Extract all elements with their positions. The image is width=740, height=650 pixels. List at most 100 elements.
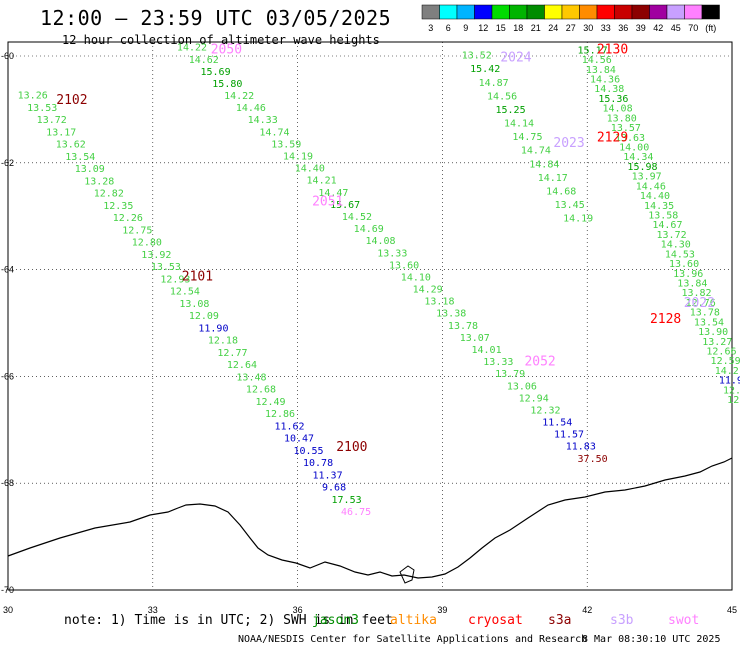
wave-height-value: 13.59 xyxy=(271,139,301,150)
colorbar-tick-label: 45 xyxy=(671,23,681,33)
wave-height-value: 12.59 xyxy=(711,356,740,367)
wave-height-value: 13.18 xyxy=(424,297,454,308)
colorbar-swatch xyxy=(509,4,528,20)
pass-number-label: 2129 xyxy=(597,130,628,145)
wave-height-value: 14.36 xyxy=(590,74,620,85)
wave-height-value: 14.22 xyxy=(224,91,254,102)
lon-tick-label: 36 xyxy=(293,605,303,615)
colorbar-tick-label: 39 xyxy=(636,23,646,33)
wave-height-value: 14.30 xyxy=(661,240,691,251)
colorbar-tick-label: 12 xyxy=(478,23,488,33)
colorbar-swatch xyxy=(631,4,650,20)
satellite-legend-item: s3b xyxy=(610,613,634,628)
wave-height-value: 12.77 xyxy=(217,348,247,359)
wave-height-value: 13.09 xyxy=(75,164,105,175)
wave-height-value: 14.01 xyxy=(472,345,502,356)
wave-height-value: 14.21 xyxy=(307,176,337,187)
wave-height-value: 14.74 xyxy=(259,127,289,138)
lon-tick-label: 30 xyxy=(3,605,13,615)
wave-height-value: 15.98 xyxy=(627,162,657,173)
wave-height-value: 13.38 xyxy=(436,309,466,320)
wave-height-value: 13.07 xyxy=(460,333,490,344)
wave-height-value: 14.75 xyxy=(512,132,542,143)
wave-height-value: 15.25 xyxy=(495,105,525,116)
wave-height-value: 12.94 xyxy=(519,393,549,404)
wave-height-value: 13.52 xyxy=(462,51,492,62)
wave-height-value: 13.53 xyxy=(27,103,57,114)
wave-height-value: 13.72 xyxy=(657,230,687,241)
wave-height-value: 12.09 xyxy=(189,311,219,322)
map-frame xyxy=(7,41,733,591)
wave-height-value: 11.94 xyxy=(719,376,740,387)
wave-height-value: 37.50 xyxy=(578,454,608,465)
wave-height-value: 14.40 xyxy=(295,164,325,175)
wave-height-value: 14.62 xyxy=(189,55,219,66)
wave-height-value: 13.53 xyxy=(151,262,181,273)
wave-height-value: 14.84 xyxy=(529,159,559,170)
wave-height-value: 14.74 xyxy=(521,146,551,157)
wave-height-value: 14.52 xyxy=(342,212,372,223)
colorbar-swatch xyxy=(649,4,668,20)
wave-height-value: 15.69 xyxy=(200,67,230,78)
wave-height-value: 13.60 xyxy=(669,259,699,270)
pass-number-label: 2051 xyxy=(312,195,343,210)
colorbar-tick-label: (ft) xyxy=(705,23,716,33)
colorbar-swatch xyxy=(561,4,580,20)
wave-height-value: 14.17 xyxy=(538,173,568,184)
wave-height-value: 13.79 xyxy=(495,369,525,380)
pass-number-label: 2022 xyxy=(684,296,715,311)
wave-height-value: 13.62 xyxy=(56,140,86,151)
wave-height-value: 14.40 xyxy=(640,191,670,202)
colorbar-legend: 3 6 9 12 15 18 21 24 27 30 33 36 39 42 45 70 (ft) xyxy=(421,4,720,33)
map-subtitle: 12 hour collection of altimeter wave hei… xyxy=(62,33,380,47)
colorbar-swatch xyxy=(701,4,720,20)
wave-height-value: 13.27 xyxy=(702,337,732,348)
altimeter-tracks: 13.2613.5313.7213.1713.6213.5413.0913.28… xyxy=(18,43,740,519)
wave-height-value: 14.56 xyxy=(582,55,612,66)
colorbar-swatch xyxy=(544,4,563,20)
pass-number-label: 2052 xyxy=(524,355,555,370)
colorbar-tick-label: 18 xyxy=(513,23,523,33)
colorbar-swatch xyxy=(456,4,475,20)
wave-height-value: 10.47 xyxy=(284,434,314,445)
wave-height-value: 13.80 xyxy=(607,113,637,124)
wave-height-value: 12.66 xyxy=(706,347,736,358)
wave-height-value: 14.69 xyxy=(354,224,384,235)
wave-height-value: 15.42 xyxy=(470,64,500,75)
colorbar-tick-label: 21 xyxy=(531,23,541,33)
wave-height-value: 11.62 xyxy=(274,421,304,432)
wave-height-value: 14.19 xyxy=(283,152,313,163)
satellite-legend-item: s3a xyxy=(548,613,572,628)
wave-height-value: 11.90 xyxy=(198,323,228,334)
colorbar-tick-label: 3 xyxy=(428,23,433,33)
colorbar-swatch xyxy=(439,4,458,20)
wave-height-value: 12.32 xyxy=(530,405,560,416)
colorbar-swatch xyxy=(526,4,545,20)
lat-tick-label: -64 xyxy=(1,265,14,275)
wave-height-value: 14.14 xyxy=(504,119,534,130)
graticule-grid: 30 33 36 39 42 45 -60 -62 -64 -66 -68 -70 xyxy=(1,42,737,615)
wave-height-value: 12.35 xyxy=(103,201,133,212)
wave-height-value: 14.56 xyxy=(487,91,517,102)
colorbar-swatch xyxy=(421,4,440,20)
wave-height-value: 13.06 xyxy=(507,381,537,392)
wave-height-value: 14.10 xyxy=(401,272,431,283)
wave-height-value: 14.67 xyxy=(652,220,682,231)
wave-height-value: 12.33 xyxy=(727,395,740,406)
wave-height-value: 11.57 xyxy=(554,430,584,441)
colorbar-tick-label: 36 xyxy=(618,23,628,33)
wave-height-value: 14.22 xyxy=(177,43,207,54)
wave-height-value: 13.84 xyxy=(586,65,616,76)
wave-height-value: 14.38 xyxy=(594,84,624,95)
wave-height-value: 12.80 xyxy=(132,238,162,249)
pass-number-label: 2101 xyxy=(182,269,213,284)
wave-height-value: 11.37 xyxy=(313,470,343,481)
satellite-legend-item: swot xyxy=(668,613,700,628)
wave-height-value: 13.57 xyxy=(611,123,641,134)
wave-height-value: 15.67 xyxy=(330,200,360,211)
colorbar-swatch xyxy=(614,4,633,20)
wave-height-value: 10.55 xyxy=(293,446,323,457)
wave-height-value: 12.54 xyxy=(170,287,200,298)
wave-height-value: 13.58 xyxy=(648,210,678,221)
